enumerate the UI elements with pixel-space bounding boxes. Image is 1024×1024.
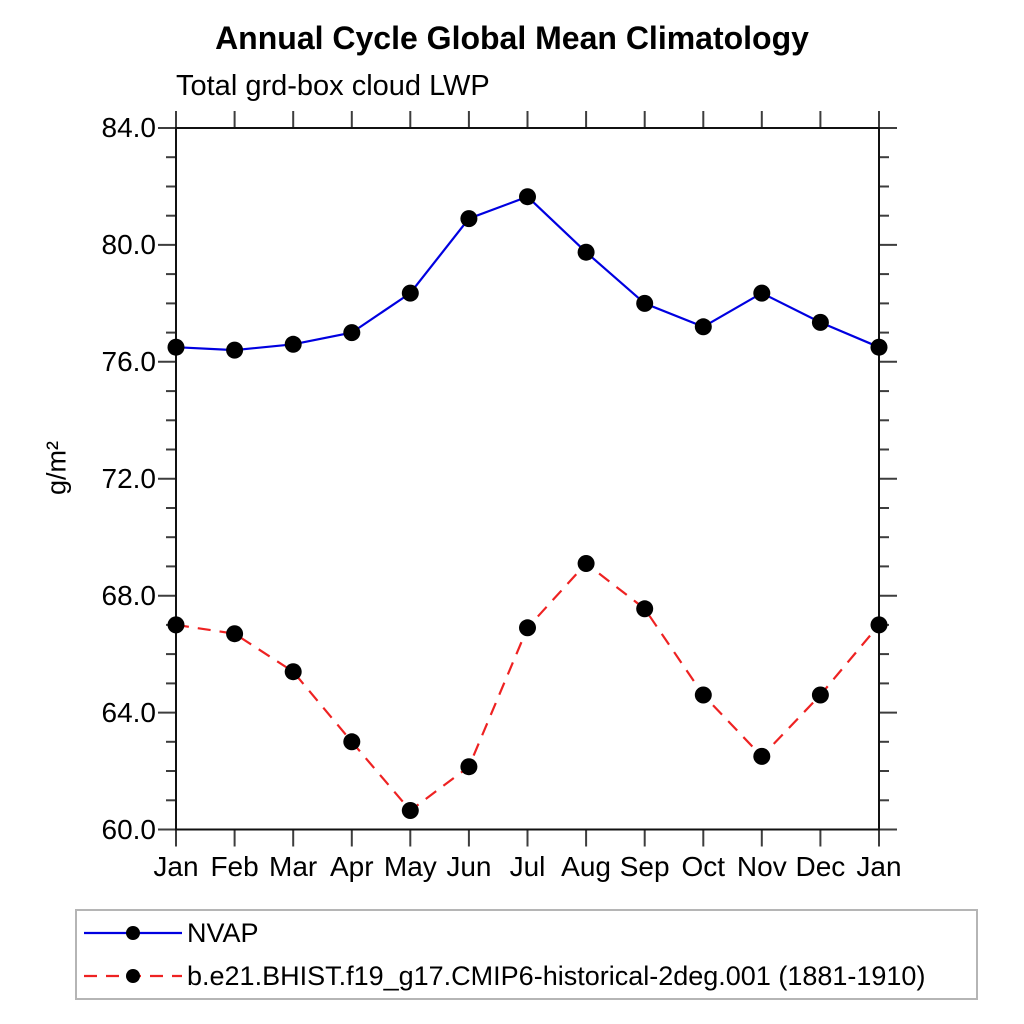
data-point	[167, 338, 185, 356]
x-axis-tick-label: May	[383, 851, 437, 882]
data-point	[811, 686, 829, 704]
legend-label: NVAP	[187, 917, 259, 948]
data-point	[343, 733, 361, 751]
x-axis-tick-label: Feb	[210, 851, 259, 882]
data-point	[636, 294, 654, 312]
legend: NVAP b.e21.BHIST.f19_g17.CMIP6-historical…	[75, 909, 978, 1000]
data-point	[460, 210, 478, 228]
data-point	[401, 284, 419, 302]
y-axis-tick-label: 72.0	[101, 462, 157, 494]
y-axis-tick-label: 84.0	[101, 112, 157, 143]
data-point	[226, 341, 244, 359]
data-point	[694, 318, 712, 336]
x-axis-tick-label: Jun	[446, 851, 492, 882]
x-axis-tick-label: Jan	[856, 851, 902, 882]
data-point	[694, 686, 712, 704]
x-axis-tick-label: Oct	[681, 851, 726, 882]
legend-sample-icon	[84, 969, 182, 983]
data-point	[226, 625, 244, 643]
x-axis-tick-label: Aug	[561, 851, 611, 882]
plot-frame	[175, 127, 880, 831]
data-point	[577, 555, 595, 572]
chart-subtitle: Total grd-box cloud LWP	[176, 70, 490, 102]
x-axis-tick-label: Dec	[795, 851, 846, 882]
legend-sample-icon	[84, 926, 182, 940]
chart-title: Annual Cycle Global Mean Climatology	[215, 20, 809, 56]
data-point	[753, 284, 771, 302]
data-point	[636, 600, 654, 618]
data-point	[753, 747, 771, 765]
legend-label: b.e21.BHIST.f19_g17.CMIP6-historical-2de…	[187, 960, 926, 991]
x-axis-tick-label: Sep	[619, 851, 670, 882]
y-axis-tick-label: 60.0	[101, 813, 157, 845]
data-point	[284, 663, 302, 681]
data-point	[167, 616, 185, 634]
legend-item: b.e21.BHIST.f19_g17.CMIP6-historical-2de…	[82, 955, 976, 998]
y-axis-tick-label: 68.0	[101, 579, 157, 611]
data-point	[870, 338, 888, 356]
data-point	[343, 324, 361, 342]
data-point	[401, 802, 419, 819]
x-axis-tick-label: Jul	[509, 851, 546, 882]
x-axis-tick-label: Mar	[269, 851, 318, 882]
x-axis-tick-label: Jan	[153, 851, 199, 882]
data-point	[460, 758, 478, 776]
data-point	[519, 619, 536, 637]
y-axis-tick-label: 64.0	[101, 696, 157, 728]
series-line-1	[175, 562, 880, 812]
y-axis-tick-label: 80.0	[101, 228, 157, 260]
series-line-0	[175, 195, 880, 352]
legend-item: NVAP	[82, 912, 976, 955]
data-point	[519, 188, 536, 206]
x-axis-tick-label: Apr	[329, 851, 374, 882]
y-axis-tick-label: 76.0	[101, 345, 157, 377]
x-axis-tick-label: Nov	[736, 851, 787, 882]
data-point	[811, 313, 829, 331]
data-point	[870, 616, 888, 634]
data-point	[577, 243, 595, 261]
data-point	[284, 335, 302, 353]
